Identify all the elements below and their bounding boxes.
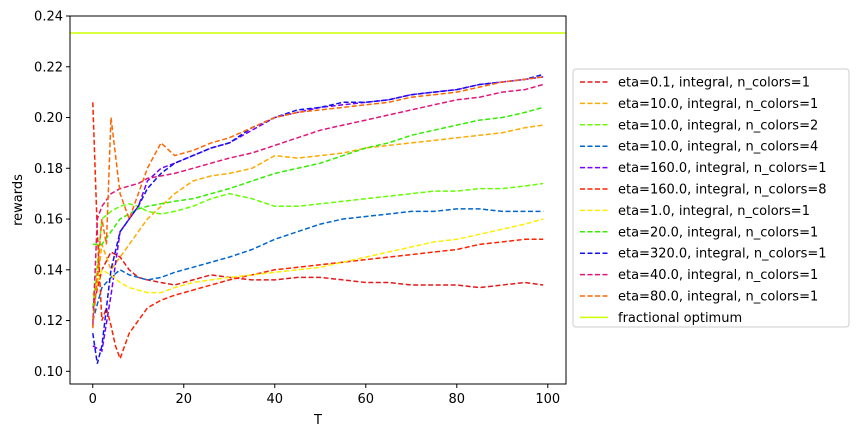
series-line: [92, 218, 544, 296]
axes-frame: [69, 15, 567, 385]
x-tick-label: 20: [175, 392, 192, 407]
legend-label: eta=10.0, integral, n_colors=2: [618, 118, 818, 133]
legend-label: eta=20.0, integral, n_colors=1: [618, 225, 818, 240]
x-tick-label: 40: [266, 392, 283, 407]
x-axis-label: T: [313, 413, 322, 428]
legend-label: eta=10.0, integral, n_colors=4: [618, 140, 818, 155]
y-tick-label: 0.20: [34, 111, 63, 126]
y-axis-label: rewards: [11, 174, 26, 226]
legend-label: fractional optimum: [618, 311, 742, 326]
x-axis: 0 20 40 60 80 100: [89, 384, 560, 407]
y-tick-label: 0.24: [34, 10, 63, 25]
series-line: [92, 124, 544, 321]
axes-background: [70, 16, 566, 384]
legend-label: eta=0.1, integral, n_colors=1: [618, 76, 810, 91]
legend-label: eta=320.0, integral, n_colors=1: [618, 247, 827, 262]
legend-label: eta=10.0, integral, n_colors=1: [618, 97, 818, 112]
y-tick-label: 0.12: [34, 314, 63, 329]
series-line: [92, 102, 544, 361]
y-tick-label: 0.16: [34, 213, 63, 228]
legend-label: eta=160.0, integral, n_colors=8: [618, 183, 827, 198]
x-tick-label: 80: [449, 392, 466, 407]
legend-frame: [572, 68, 850, 328]
series-line: [92, 208, 544, 321]
series-line: [92, 76, 544, 353]
y-tick-label: 0.18: [34, 162, 63, 177]
y-tick-label: 0.10: [34, 365, 63, 380]
x-tick-label: 100: [535, 392, 560, 407]
legend: eta=0.1, integral, n_colors=1 eta=10.0, i…: [572, 68, 850, 328]
series-line: [92, 106, 544, 246]
y-tick-label: 0.22: [34, 60, 63, 75]
legend-label: eta=1.0, integral, n_colors=1: [618, 204, 810, 219]
series-layer: [70, 32, 566, 364]
series-line: [92, 182, 544, 308]
x-tick-label: 0: [89, 392, 97, 407]
y-axis: 0.10 0.12 0.14 0.16 0.18 0.20 0.22 0.24: [34, 10, 70, 380]
y-tick-label: 0.14: [34, 263, 63, 278]
legend-label: eta=80.0, integral, n_colors=1: [618, 290, 818, 305]
legend-label: eta=40.0, integral, n_colors=1: [618, 268, 818, 283]
x-tick-label: 60: [358, 392, 375, 407]
legend-label: eta=160.0, integral, n_colors=1: [618, 161, 827, 176]
series-line: [92, 76, 544, 329]
series-line: [92, 250, 544, 309]
